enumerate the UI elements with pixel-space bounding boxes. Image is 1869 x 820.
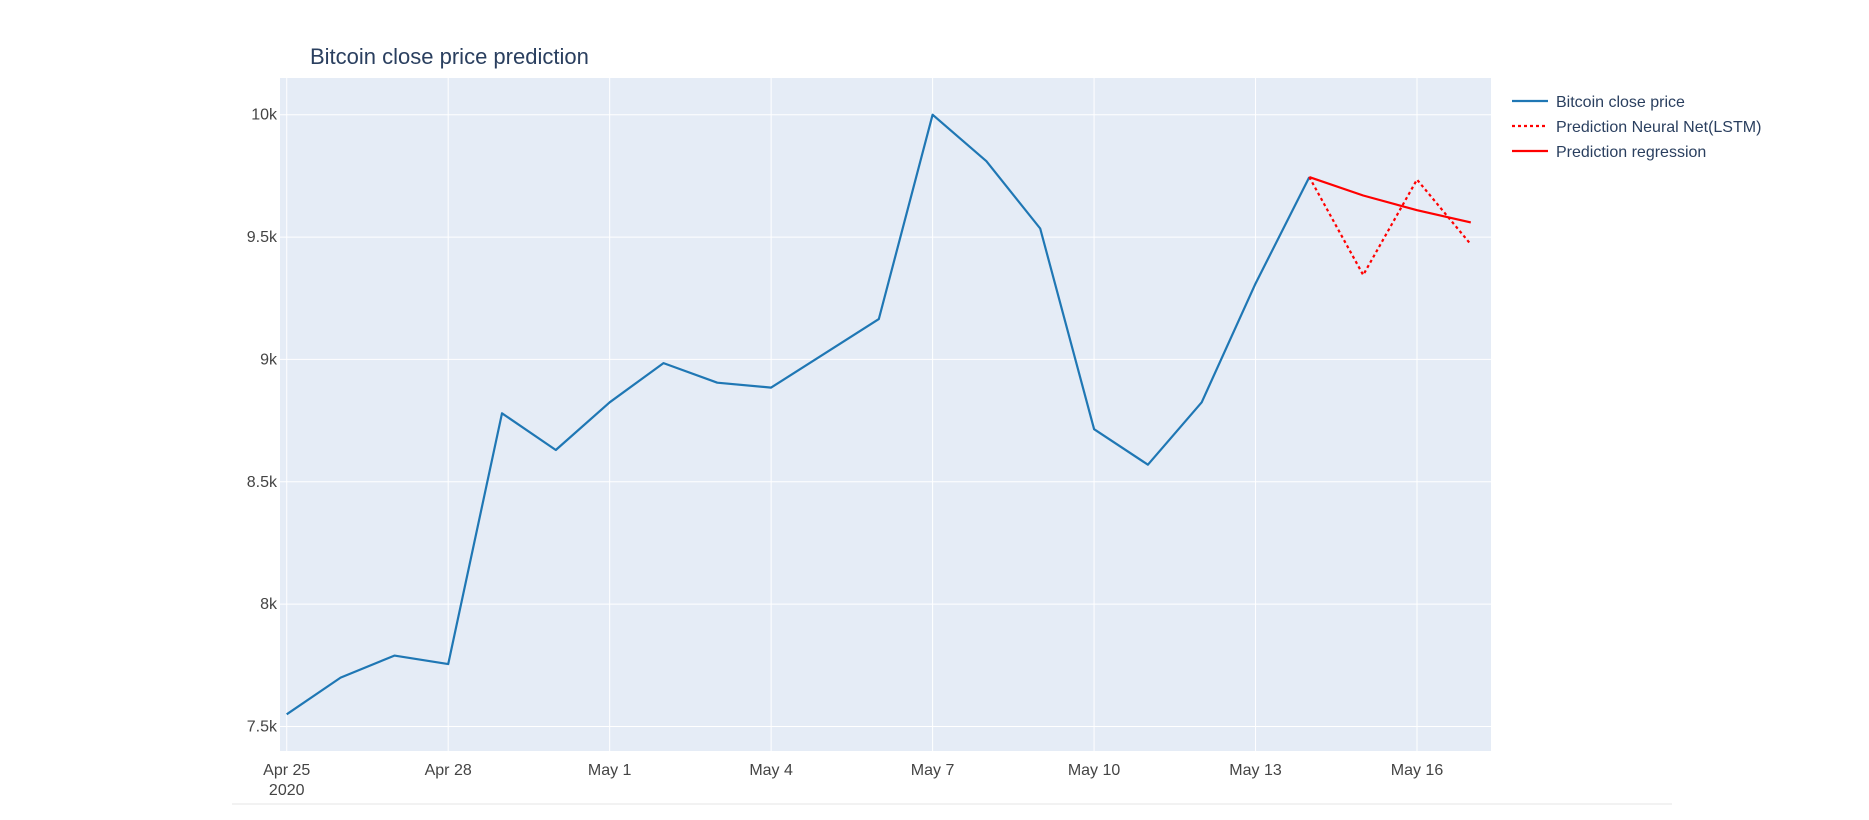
x-tick-label: Apr 28 — [425, 762, 472, 779]
series-line-prediction-regression — [1308, 176, 1472, 224]
y-tick-label: 10k — [251, 107, 278, 124]
legend: Bitcoin close price Prediction Neural Net… — [1512, 94, 1761, 161]
legend-item-prediction-neural-net-lstm[interactable]: Prediction Neural Net(LSTM) — [1512, 119, 1761, 136]
y-tick-label: 8k — [260, 596, 278, 613]
x-tick-label: May 10 — [1068, 762, 1121, 779]
x-tick-label: May 16 — [1391, 762, 1444, 779]
y-tick-label: 9k — [260, 351, 278, 368]
series-line-prediction-neural-net-lstm — [1308, 176, 1472, 277]
y-tick-label: 7.5k — [247, 719, 278, 736]
x-tick-label: May 1 — [588, 762, 632, 779]
legend-item-prediction-regression[interactable]: Prediction regression — [1512, 144, 1706, 161]
legend-label: Prediction Neural Net(LSTM) — [1556, 119, 1761, 136]
x-tick-label: Apr 25 — [263, 762, 310, 779]
x-tick-label: May 4 — [749, 762, 793, 779]
x-tick-year-label: 2020 — [269, 782, 305, 799]
legend-label: Bitcoin close price — [1556, 94, 1685, 111]
legend-item-bitcoin-close-price[interactable]: Bitcoin close price — [1512, 94, 1685, 111]
y-tick-label: 8.5k — [247, 474, 278, 491]
x-axis-tick-labels: Apr 25 2020 Apr 28 May 1 May 4 May 7 May 10 May… — [263, 762, 1443, 799]
legend-label: Prediction regression — [1556, 144, 1706, 161]
plot-background — [280, 78, 1491, 751]
x-tick-label: May 7 — [911, 762, 955, 779]
y-tick-label: 9.5k — [247, 229, 278, 246]
gridlines — [280, 78, 1491, 751]
series-lines — [286, 113, 1472, 716]
y-axis-tick-labels: 7.5k 8k 8.5k 9k 9.5k 10k — [247, 107, 278, 736]
series-line-bitcoin-close-price — [286, 113, 1311, 716]
x-tick-label: May 13 — [1229, 762, 1282, 779]
chart-title: Bitcoin close price prediction — [310, 44, 589, 69]
